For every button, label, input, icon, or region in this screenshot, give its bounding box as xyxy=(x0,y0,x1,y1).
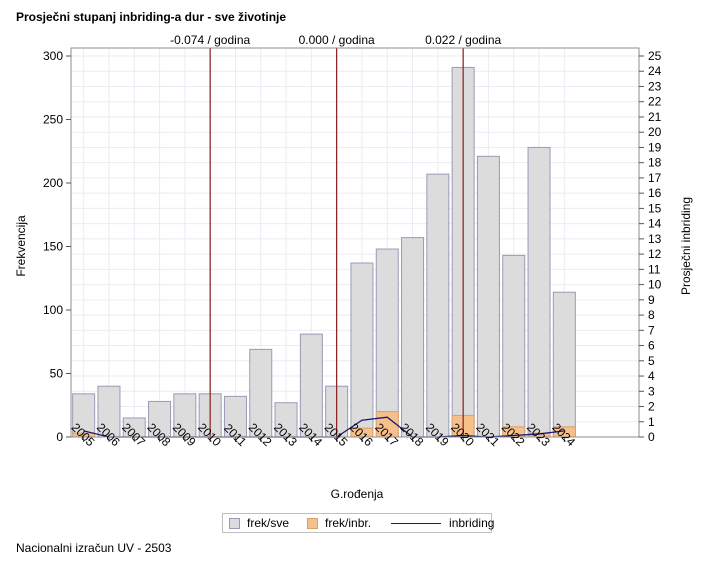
y-right-tick-label: 11 xyxy=(648,262,661,276)
footer-note: Nacionalni izračun UV - 2503 xyxy=(16,541,172,555)
bar-frek-sve-2016 xyxy=(350,262,374,438)
legend: frek/sve frek/inbr. inbriding xyxy=(222,513,494,533)
legend-swatch-frek-sve xyxy=(229,517,240,529)
reference-label-2015: 0.000 / godina xyxy=(299,33,375,47)
bar-frek-sve-2019 xyxy=(426,173,450,438)
y-right-tick-label: 18 xyxy=(648,156,662,170)
bar-frek-sve-2022 xyxy=(502,254,526,438)
y-right-tick-label: 15 xyxy=(648,201,662,215)
legend-label-frek-sve: frek/sve xyxy=(247,516,290,530)
bar-frek-sve-2021 xyxy=(476,155,500,438)
y-right-tick-label: 12 xyxy=(648,247,662,261)
bar-frek-sve-2018 xyxy=(401,237,425,438)
y-right-tick-label: 16 xyxy=(648,186,662,200)
y-right-tick-label: 20 xyxy=(648,125,662,139)
y-right-tick-label: 17 xyxy=(648,171,662,185)
legend-swatch-inbriding xyxy=(391,522,442,524)
x-axis-label: G.rođenja xyxy=(331,487,384,501)
reference-label-2010: -0.074 / godina xyxy=(170,33,250,47)
y-left-tick-label: 300 xyxy=(43,49,63,63)
y-right-tick-label: 7 xyxy=(648,323,655,337)
y-right-tick-label: 6 xyxy=(648,339,655,353)
y-axis-right-label: Prosječni inbriding xyxy=(679,197,693,295)
y-left-tick-label: 0 xyxy=(56,430,63,444)
y-right-tick-label: 19 xyxy=(648,140,662,154)
y-right-tick-label: 23 xyxy=(648,79,662,93)
legend-item-frek-sve: frek/sve xyxy=(229,516,289,530)
y-right-tick-label: 22 xyxy=(648,95,662,109)
y-right-tick-label: 24 xyxy=(648,64,662,78)
reference-lines: -0.074 / godina 0.000 / godina 0.022 / god… xyxy=(170,33,502,437)
y-right-tick-label: 4 xyxy=(648,369,655,383)
bar-frek-sve-2024 xyxy=(552,291,576,438)
y-right-tick-label: 1 xyxy=(648,415,655,429)
y-left-tick-label: 100 xyxy=(43,303,63,317)
legend-label-inbriding: inbriding xyxy=(449,516,495,530)
plot-frame xyxy=(70,47,640,438)
reference-label-2020: 0.022 / godina xyxy=(425,33,501,47)
y-right-tick-label: 2 xyxy=(648,400,655,414)
legend-item-inbriding: inbriding xyxy=(377,516,494,530)
y-right-tick-label: 21 xyxy=(648,110,662,124)
y-left-tick-label: 150 xyxy=(43,240,63,254)
bar-frek-sve-2023 xyxy=(527,146,551,438)
bars xyxy=(72,66,576,438)
y-left-tick-label: 200 xyxy=(43,176,63,190)
legend-swatch-frek-inbr xyxy=(307,517,319,529)
legend-label-frek-inbr: frek/inbr. xyxy=(325,516,372,530)
y-right-tick-label: 25 xyxy=(648,49,662,63)
y-axis-left-label: Frekvencija xyxy=(14,215,28,277)
bar-frek-sve-2017 xyxy=(375,248,399,438)
y-right-tick-label: 5 xyxy=(648,354,655,368)
y-right-tick-label: 10 xyxy=(648,278,662,292)
y-right-tick-label: 9 xyxy=(648,293,655,307)
y-right-tick-label: 8 xyxy=(648,308,655,322)
y-right-tick-label: 13 xyxy=(648,232,662,246)
y-right-tick-label: 3 xyxy=(648,384,655,398)
y-right-tick-label: 14 xyxy=(648,217,662,231)
chart-title: Prosječni stupanj inbriding-a dur - sve … xyxy=(16,10,287,24)
y-left-tick-label: 50 xyxy=(50,367,64,381)
y-right-tick-label: 0 xyxy=(648,430,655,444)
y-left-tick-label: 250 xyxy=(43,113,63,127)
legend-item-frek-inbr: frek/inbr. xyxy=(307,516,371,530)
